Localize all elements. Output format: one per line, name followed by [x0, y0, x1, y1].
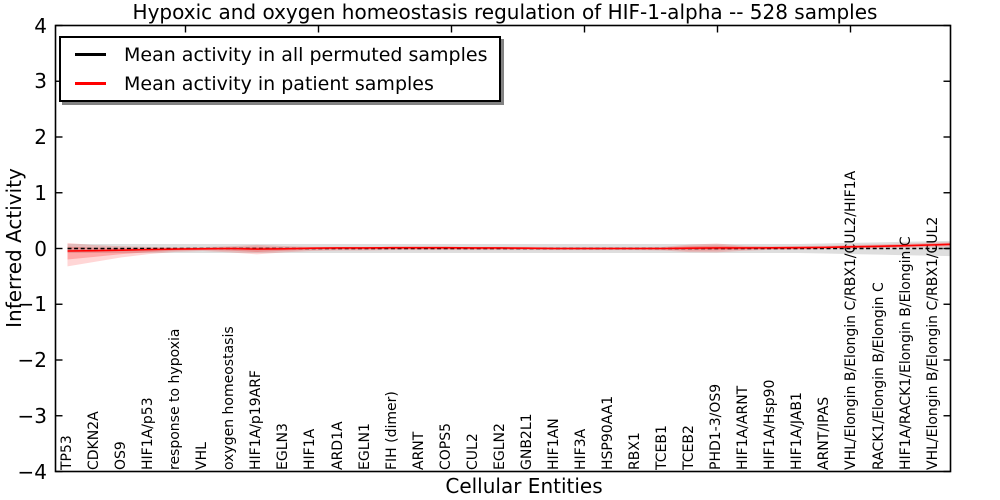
legend-entry-patient: Mean activity in patient samples [75, 69, 487, 98]
y-tick-label: −2 [17, 348, 47, 372]
legend-label-patient: Mean activity in patient samples [124, 72, 434, 95]
y-tick-label: 3 [34, 69, 47, 94]
y-tick-label: −1 [17, 292, 47, 317]
legend-line-sample-patient [75, 82, 106, 85]
y-tick-label: 4 [34, 13, 47, 38]
legend-label-permuted: Mean activity in all permuted samples [124, 43, 488, 66]
y-tick-label: −4 [17, 459, 47, 484]
legend-entry-permuted: Mean activity in all permuted samples [75, 40, 487, 69]
patient-mean-line [67, 243, 951, 252]
y-tick-label: 2 [34, 125, 47, 149]
y-tick-label: 1 [34, 180, 47, 205]
y-tick-label: −3 [17, 403, 47, 428]
y-tick-label: 0 [34, 236, 47, 261]
legend-line-sample-permuted [75, 53, 106, 56]
legend: Mean activity in all permuted samples Me… [59, 36, 502, 102]
chart-title: Hypoxic and oxygen homeostasis regulatio… [132, 0, 878, 24]
x-axis-label: Cellular Entities [445, 474, 603, 498]
